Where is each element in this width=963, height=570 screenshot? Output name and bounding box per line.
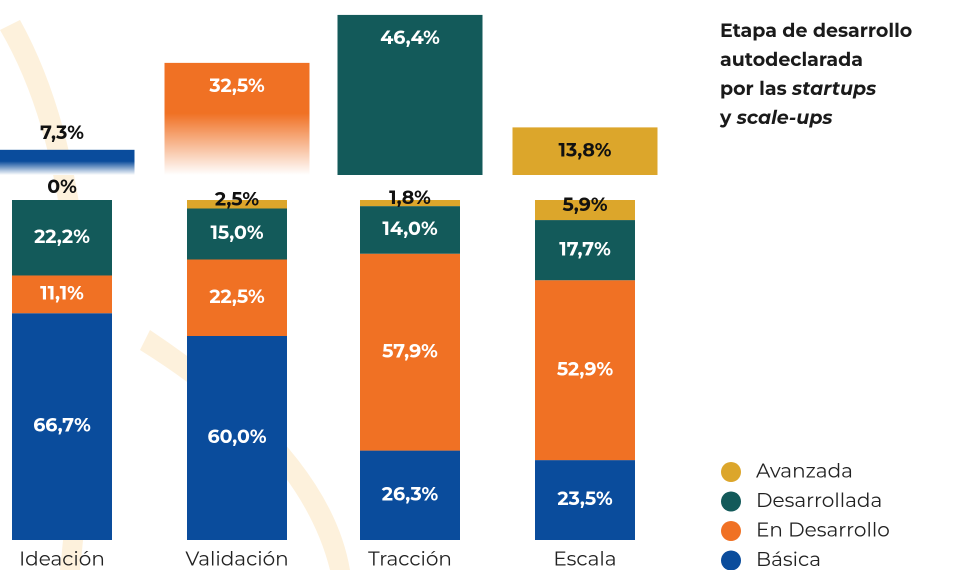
title-line: Etapa de desarrollo bbox=[720, 19, 912, 42]
total-fade bbox=[0, 149, 135, 175]
value-label: 26,3% bbox=[382, 482, 439, 505]
value-label: 0% bbox=[47, 175, 77, 198]
x-tick-label: Tracción bbox=[368, 547, 452, 570]
decoration bbox=[140, 330, 350, 570]
x-tick-label: Ideación bbox=[19, 547, 105, 570]
legend-label: Avanzada bbox=[756, 459, 853, 483]
bar-segment bbox=[535, 460, 635, 540]
title-line: autodeclarada bbox=[720, 48, 863, 71]
title-text: scale-ups bbox=[736, 106, 833, 129]
title: Etapa de desarrollo autodeclarada por las … bbox=[719, 19, 912, 129]
value-label: 57,9% bbox=[382, 339, 438, 362]
value-label: 52,9% bbox=[557, 357, 614, 380]
value-label: 23,5% bbox=[557, 487, 613, 510]
bar-segment bbox=[187, 200, 287, 209]
value-label: 2,5% bbox=[215, 187, 259, 210]
total-label: 32,5% bbox=[208, 74, 265, 97]
total-label: 7,3% bbox=[40, 121, 84, 144]
value-label: 15,0% bbox=[210, 221, 263, 244]
value-label: 14,0% bbox=[382, 217, 438, 240]
legend-marker bbox=[721, 462, 741, 482]
total-fade bbox=[164, 62, 310, 175]
value-label: 1,8% bbox=[389, 186, 431, 209]
total-box bbox=[337, 14, 483, 176]
value-label: 5,9% bbox=[562, 193, 607, 216]
bar-segment bbox=[12, 313, 112, 540]
value-label: 60,0% bbox=[207, 425, 266, 448]
bar-segment bbox=[535, 200, 635, 221]
total-label: 46,4% bbox=[380, 26, 440, 49]
bar-segment bbox=[360, 450, 460, 540]
title-line: y scale-ups bbox=[719, 106, 833, 129]
legend-label: Básica bbox=[756, 548, 821, 570]
value-label: 17,7% bbox=[559, 237, 611, 260]
value-label: 66,7% bbox=[33, 414, 91, 437]
value-label: 11,1% bbox=[40, 281, 84, 304]
bar-segment bbox=[187, 259, 287, 336]
value-label: 22,5% bbox=[209, 285, 265, 308]
x-tick-label: Validación bbox=[185, 547, 288, 570]
title-text: startups bbox=[791, 77, 876, 100]
bar-segment bbox=[187, 208, 287, 260]
legend-marker bbox=[721, 550, 741, 570]
legend-label: En Desarrollo bbox=[756, 518, 890, 542]
bar-segment bbox=[535, 220, 635, 281]
bar-segment bbox=[360, 200, 460, 207]
title-text: autodeclarada bbox=[720, 48, 863, 71]
bar-segment bbox=[12, 200, 112, 276]
x-tick-label: Escala bbox=[553, 547, 616, 570]
legend-marker bbox=[721, 491, 741, 512]
legend-marker bbox=[721, 521, 741, 541]
total-label: 13,8% bbox=[559, 138, 612, 161]
title-line: por las startups bbox=[720, 77, 876, 100]
title-text: por las bbox=[720, 77, 792, 100]
title-text: Etapa de desarrollo bbox=[720, 19, 912, 42]
bar-segment bbox=[535, 280, 635, 461]
bar-segment bbox=[12, 275, 112, 314]
title-text: y bbox=[719, 106, 737, 129]
bar-segment bbox=[187, 336, 287, 540]
bar-segment bbox=[360, 206, 460, 254]
bar-segment bbox=[360, 253, 460, 451]
legend-label: Desarrollada bbox=[756, 489, 882, 513]
total-box bbox=[512, 127, 658, 175]
value-label: 22,2% bbox=[34, 225, 90, 248]
